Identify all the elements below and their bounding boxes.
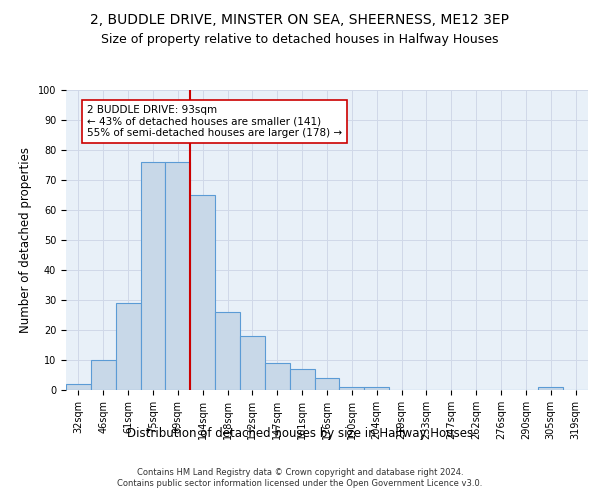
Text: Distribution of detached houses by size in Halfway Houses: Distribution of detached houses by size … bbox=[127, 428, 473, 440]
Bar bbox=[91, 360, 116, 390]
Bar bbox=[116, 303, 140, 390]
Bar bbox=[290, 369, 314, 390]
Bar bbox=[538, 387, 563, 390]
Bar bbox=[140, 162, 166, 390]
Text: 2, BUDDLE DRIVE, MINSTER ON SEA, SHEERNESS, ME12 3EP: 2, BUDDLE DRIVE, MINSTER ON SEA, SHEERNE… bbox=[91, 12, 509, 26]
Bar bbox=[340, 387, 364, 390]
Y-axis label: Number of detached properties: Number of detached properties bbox=[19, 147, 32, 333]
Text: Size of property relative to detached houses in Halfway Houses: Size of property relative to detached ho… bbox=[101, 32, 499, 46]
Bar bbox=[364, 387, 389, 390]
Text: Contains HM Land Registry data © Crown copyright and database right 2024.
Contai: Contains HM Land Registry data © Crown c… bbox=[118, 468, 482, 487]
Bar bbox=[66, 384, 91, 390]
Bar bbox=[215, 312, 240, 390]
Text: 2 BUDDLE DRIVE: 93sqm
← 43% of detached houses are smaller (141)
55% of semi-det: 2 BUDDLE DRIVE: 93sqm ← 43% of detached … bbox=[87, 105, 342, 138]
Bar bbox=[265, 363, 290, 390]
Bar bbox=[190, 195, 215, 390]
Bar bbox=[240, 336, 265, 390]
Bar bbox=[166, 162, 190, 390]
Bar bbox=[314, 378, 340, 390]
